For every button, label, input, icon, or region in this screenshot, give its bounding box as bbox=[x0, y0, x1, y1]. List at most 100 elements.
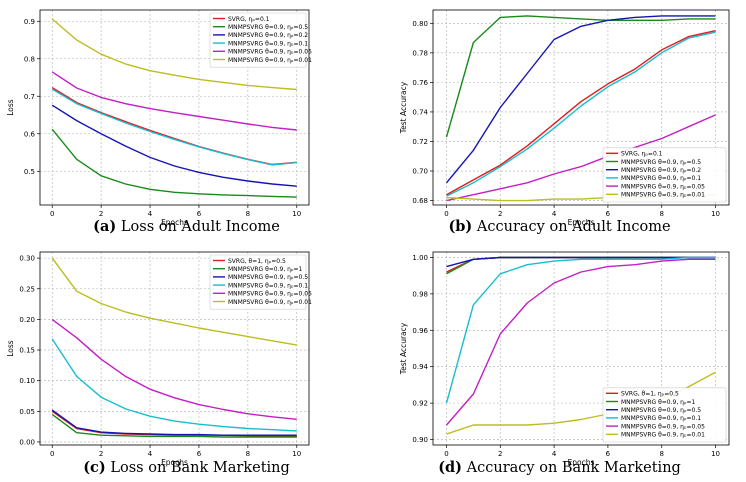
caption-a-text: Loss on Adult Income bbox=[120, 219, 280, 235]
series-line bbox=[446, 30, 716, 196]
x-axis-label: Epochs bbox=[568, 458, 595, 467]
caption-b-tag: (b) bbox=[448, 218, 473, 235]
caption-c-text: Loss on Bank Marketing bbox=[110, 460, 290, 476]
y-tick-label: 0.76 bbox=[412, 79, 428, 87]
x-tick-label: 0 bbox=[444, 210, 448, 218]
legend-box bbox=[209, 254, 307, 310]
x-tick-label: 0 bbox=[50, 450, 54, 458]
legend-label: MNMPSVRG θ=0.9, ηₚ=0.05 bbox=[621, 183, 705, 190]
axes-frame bbox=[432, 9, 730, 206]
x-tick-label: 6 bbox=[606, 210, 611, 218]
x-tick-label: 10 bbox=[292, 210, 301, 218]
y-axis-label: Loss bbox=[6, 99, 15, 116]
x-tick-label: 10 bbox=[711, 450, 720, 458]
legend-label: MNMPSVRG θ=0.9, ηₚ=1 bbox=[228, 266, 303, 273]
x-tick-label: 2 bbox=[498, 210, 502, 218]
legend-label: MNMPSVRG θ=0.9, ηₚ=0.05 bbox=[228, 49, 312, 56]
series-line bbox=[445, 15, 716, 184]
x-tick-label: 4 bbox=[552, 450, 557, 458]
series-line bbox=[51, 257, 297, 346]
x-tick-label: 0 bbox=[444, 450, 448, 458]
y-tick-label: 0.8 bbox=[24, 55, 35, 63]
y-tick-label: 0.25 bbox=[19, 285, 35, 293]
chart-d: 0 2 4 6 8 10 0.90 0.92 0.94 0.96 0.98 1.00 Epochs Tes… bbox=[399, 251, 730, 467]
y-tick-label: 0.68 bbox=[412, 197, 428, 205]
legend-label: MNMPSVRG θ=0.9, ηₚ=0.5 bbox=[621, 159, 701, 166]
x-tick-label: 2 bbox=[99, 210, 103, 218]
series-line bbox=[445, 256, 716, 404]
x-axis-label: Epochs bbox=[568, 218, 595, 227]
legend-label: MNMPSVRG θ=0.9, ηₚ=0.5 bbox=[228, 24, 308, 31]
y-tick-label: 0.96 bbox=[412, 327, 428, 335]
x-tick-label: 6 bbox=[197, 450, 202, 458]
y-axis-label: Test Accuracy bbox=[399, 81, 408, 134]
legend-label: MNMPSVRG θ=0.9, ηₚ=0.05 bbox=[228, 291, 312, 298]
y-tick-label: 0.80 bbox=[412, 20, 428, 28]
legend-label: MNMPSVRG θ=0.9, ηₚ=0.1 bbox=[621, 415, 701, 422]
caption-b: (b) Accuracy on Adult Income bbox=[373, 218, 746, 235]
series-line bbox=[51, 128, 297, 198]
x-tick-label: 4 bbox=[148, 210, 153, 218]
legend-label: SVRG, θ=1, ηₚ=0.5 bbox=[228, 258, 286, 265]
x-tick-label: 6 bbox=[606, 450, 611, 458]
x-tick-label: 4 bbox=[148, 450, 153, 458]
chart-c: 0 2 4 6 8 10 0.00 0.05 0.10 0.15 0.20 0.25 0.30 Epoch… bbox=[6, 251, 312, 467]
y-tick-label: 0.6 bbox=[24, 130, 36, 138]
x-tick-label: 8 bbox=[246, 210, 250, 218]
series-line bbox=[51, 413, 297, 438]
caption-a-tag: (a) bbox=[93, 218, 117, 235]
chart-b: 0 2 4 6 8 10 0.68 0.70 0.72 0.74 0.76 0.78 0.80 Epoch… bbox=[399, 9, 730, 227]
series-line bbox=[445, 15, 716, 138]
series-line bbox=[51, 318, 297, 420]
x-axis-label: Epochs bbox=[161, 458, 188, 467]
legend-label: SVRG, ηₚ=0.1 bbox=[621, 151, 663, 158]
y-tick-label: 0.72 bbox=[412, 138, 428, 146]
x-tick-label: 4 bbox=[552, 210, 557, 218]
x-tick-label: 0 bbox=[50, 210, 54, 218]
series-line bbox=[51, 88, 297, 166]
axes-frame bbox=[39, 251, 310, 446]
legend-label: MNMPSVRG θ=0.9, ηₚ=0.2 bbox=[228, 32, 308, 39]
legend-label: MNMPSVRG θ=0.9, ηₚ=0.01 bbox=[621, 432, 705, 439]
series-line bbox=[51, 71, 297, 131]
legend-label: MNMPSVRG θ=0.9, ηₚ=0.01 bbox=[228, 57, 312, 64]
y-tick-label: 0.98 bbox=[412, 290, 428, 298]
series-line bbox=[446, 256, 716, 268]
legend-label: MNMPSVRG θ=0.9, ηₚ=0.05 bbox=[621, 423, 705, 430]
legend-label: MNMPSVRG θ=0.9, ηₚ=0.5 bbox=[228, 274, 308, 281]
legend-label: MNMPSVRG θ=0.9, ηₚ=0.1 bbox=[228, 40, 308, 47]
caption-d-text: Accuracy on Bank Marketing bbox=[466, 460, 681, 476]
legend-label: SVRG, ηₚ=0.1 bbox=[228, 16, 270, 23]
series-line bbox=[445, 258, 716, 426]
legend-label: MNMPSVRG θ=0.9, ηₚ=0.01 bbox=[228, 299, 312, 306]
x-tick-label: 8 bbox=[246, 450, 250, 458]
y-tick-label: 0.70 bbox=[412, 168, 428, 176]
legend-label: MNMPSVRG θ=0.9, ηₚ=0.1 bbox=[621, 175, 701, 182]
x-tick-label: 2 bbox=[99, 450, 103, 458]
legend-label: MNMPSVRG θ=0.9, ηₚ=0.5 bbox=[621, 407, 701, 414]
axes-frame bbox=[39, 9, 310, 206]
x-tick-label: 10 bbox=[292, 450, 301, 458]
y-tick-label: 0.05 bbox=[19, 408, 35, 416]
legend-label: MNMPSVRG θ=0.9, ηₚ=0.2 bbox=[621, 167, 701, 174]
legend-box bbox=[602, 387, 727, 443]
y-tick-label: 1.00 bbox=[412, 254, 428, 262]
series-line bbox=[51, 18, 297, 91]
chart-a: 0 2 4 6 8 10 0.5 0.6 0.7 0.8 0.9 Epochs Loss SVRG, ηₚ… bbox=[6, 9, 312, 227]
y-axis-label: Test Accuracy bbox=[399, 322, 408, 375]
y-tick-label: 0.78 bbox=[412, 49, 428, 57]
axes-frame bbox=[432, 251, 730, 446]
y-tick-label: 0.10 bbox=[19, 377, 35, 385]
series-line bbox=[51, 104, 297, 187]
y-tick-label: 0.30 bbox=[19, 255, 35, 263]
series-line bbox=[51, 409, 297, 436]
caption-d: (d) Accuracy on Bank Marketing bbox=[373, 459, 746, 476]
legend-box bbox=[602, 147, 727, 203]
x-tick-label: 2 bbox=[498, 450, 502, 458]
caption-b-text: Accuracy on Adult Income bbox=[476, 219, 671, 235]
series-line bbox=[51, 338, 297, 432]
